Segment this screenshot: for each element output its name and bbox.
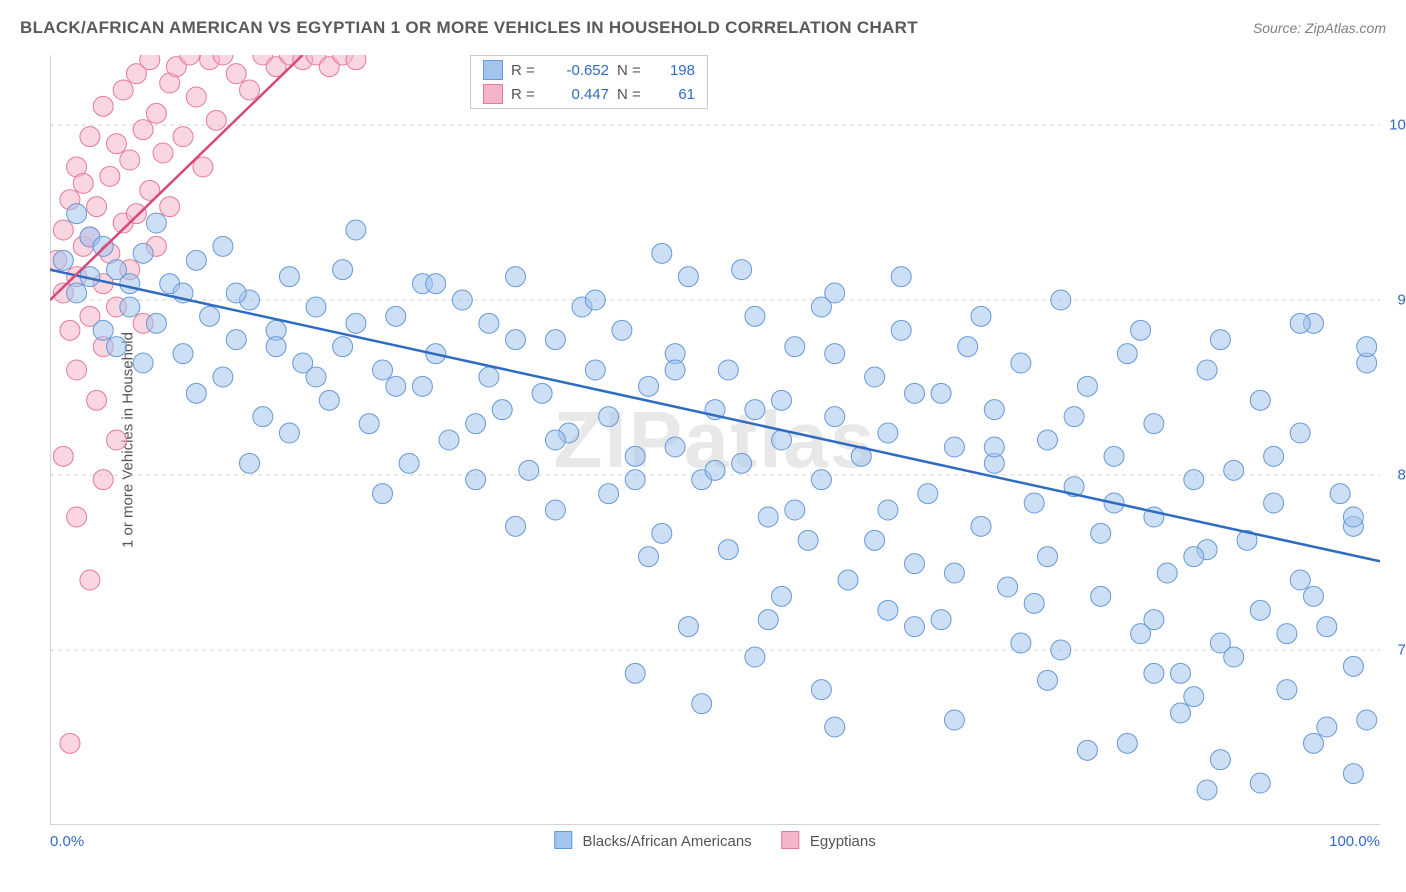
scatter-chart-svg xyxy=(50,55,1380,825)
legend-n-label: N = xyxy=(617,62,647,79)
legend-r-value-1: 0.447 xyxy=(549,86,609,103)
legend-n-value-1: 61 xyxy=(655,86,695,103)
legend-r-label: R = xyxy=(511,62,541,79)
y-tick-label: 100.0% xyxy=(1389,117,1406,134)
x-axis-min: 0.0% xyxy=(50,833,84,850)
chart-title: BLACK/AFRICAN AMERICAN VS EGYPTIAN 1 OR … xyxy=(20,18,918,38)
legend-swatch-1 xyxy=(483,84,503,104)
correlation-legend: R = -0.652 N = 198 R = 0.447 N = 61 xyxy=(470,55,708,109)
x-axis-labels: 0.0% 100.0% xyxy=(50,833,1380,850)
legend-row-series-1: R = 0.447 N = 61 xyxy=(471,82,707,106)
source-citation: Source: ZipAtlas.com xyxy=(1253,20,1386,36)
y-tick-label: 77.5% xyxy=(1397,642,1406,659)
legend-swatch-0 xyxy=(483,60,503,80)
legend-row-series-0: R = -0.652 N = 198 xyxy=(471,58,707,82)
legend-n-label: N = xyxy=(617,86,647,103)
legend-n-value-0: 198 xyxy=(655,62,695,79)
x-axis-max: 100.0% xyxy=(1329,833,1380,850)
y-tick-label: 92.5% xyxy=(1397,292,1406,309)
y-tick-label: 85.0% xyxy=(1397,467,1406,484)
plot-area: 1 or more Vehicles in Household ZIPatlas… xyxy=(50,55,1380,825)
legend-r-value-0: -0.652 xyxy=(549,62,609,79)
legend-r-label: R = xyxy=(511,86,541,103)
